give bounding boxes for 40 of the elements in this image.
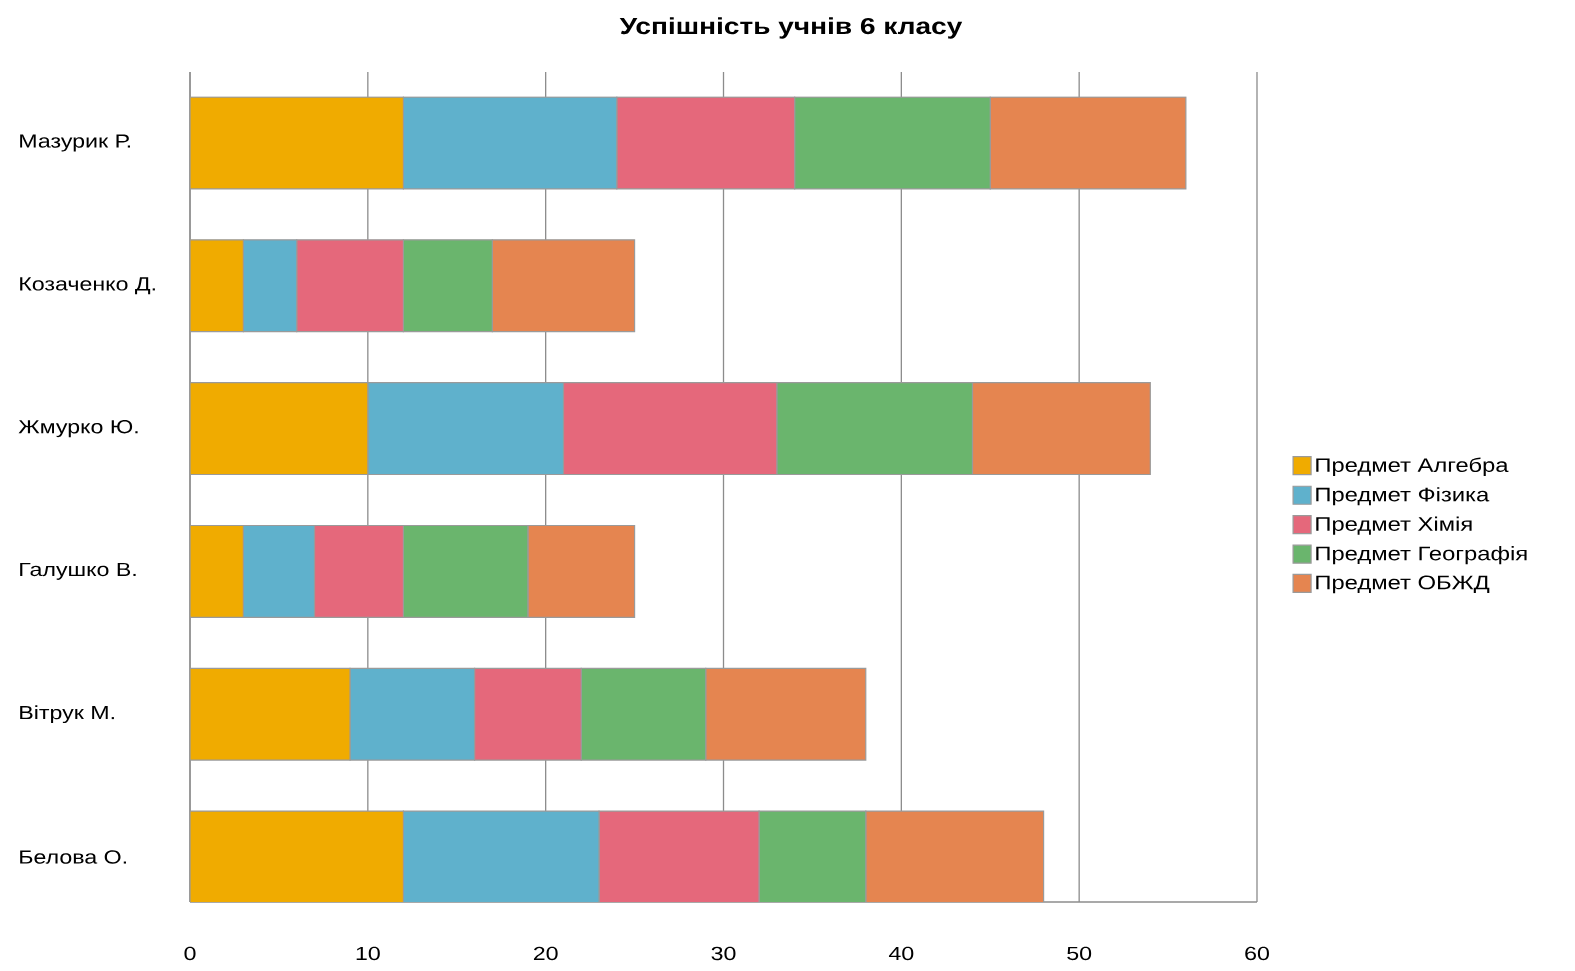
legend-label: Предмет Географія (1316, 546, 1527, 565)
bar (296, 239, 405, 333)
y-tick-label: Галушко В. (20, 562, 136, 580)
y-tick-label: Белова О. (20, 850, 126, 864)
x-tick-label: 50 (1067, 946, 1092, 961)
bar (349, 667, 476, 761)
bar (616, 96, 796, 190)
bar (580, 667, 707, 761)
bar (776, 382, 974, 476)
bar (705, 667, 867, 761)
x-tick-label: 40 (888, 946, 914, 961)
legend-label: Предмет Фізика (1316, 487, 1490, 506)
bar (402, 96, 618, 190)
chart-title: Успішність учнів 6 класу (619, 17, 963, 39)
x-tick-label: 30 (711, 946, 736, 961)
bar (562, 382, 778, 476)
y-tick-label: Вітрук М. (20, 705, 114, 724)
bar (242, 524, 316, 618)
y-tick-label: Жмурко Ю. (18, 419, 138, 438)
bar (473, 667, 582, 761)
x-tick-label: 20 (533, 946, 558, 961)
x-tick-label: 0 (184, 946, 196, 961)
y-tick-label: Козаченко Д. (20, 277, 155, 295)
x-tick-label: 60 (1245, 946, 1269, 961)
x-tick-label: 10 (356, 946, 380, 961)
bar (794, 96, 991, 190)
bar (402, 810, 600, 902)
bar (402, 524, 529, 618)
bar (367, 382, 565, 476)
legend-label: Предмет Хімія (1316, 516, 1472, 535)
bar (313, 524, 405, 618)
bar (491, 239, 636, 333)
bar (527, 524, 636, 618)
y-tick-label: Мазурик Р. (20, 134, 131, 152)
legend-label: Предмет Алгебра (1316, 457, 1509, 476)
bar (598, 810, 760, 902)
bar (402, 239, 493, 333)
bar (242, 239, 298, 333)
bar (758, 810, 867, 902)
legend-label: Предмет ОБЖД (1316, 575, 1490, 594)
